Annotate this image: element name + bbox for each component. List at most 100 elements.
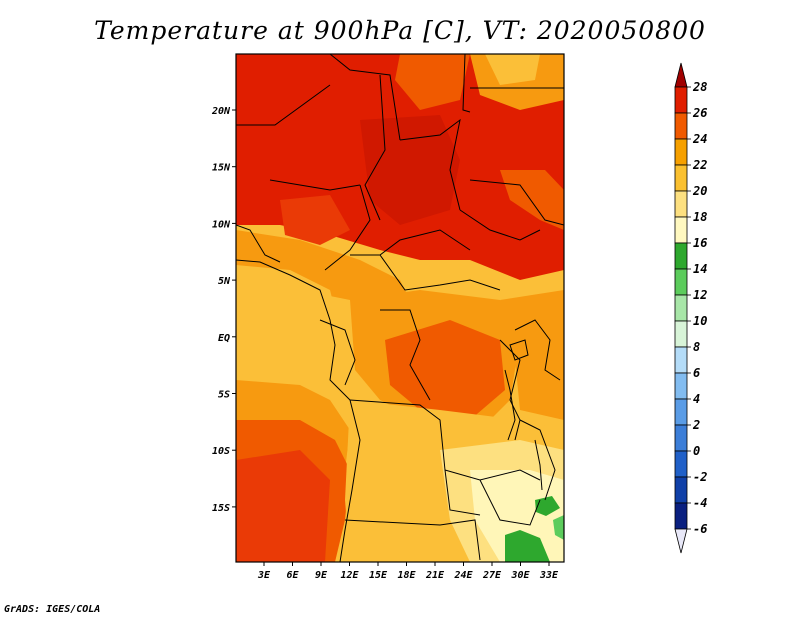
border-zimbabwe [479,479,541,526]
colorbar-level-label: 24 [692,132,707,146]
field-egypt-cool [485,54,540,85]
lake-victoria [509,339,529,361]
map-frame [235,53,565,563]
lat-tick-label: EQ [218,333,230,344]
colorbar-bottom-arrow [674,528,688,554]
colorbar-swatch [674,502,688,530]
lat-tick-label: 20N [211,106,231,117]
border-mali-niger [236,84,331,126]
colorbar-swatch [674,242,688,270]
colorbar-swatch [674,138,688,166]
colorbar-swatch [674,450,688,478]
colorbar-swatch [674,346,688,374]
colorbar-level-label: 4 [693,392,700,406]
colorbar-top-arrow [674,62,688,88]
border-libya-egypt [462,54,471,113]
lake-tanganyika [504,369,516,441]
border-sudan-south [459,209,541,241]
field-sw-ocean-hot [236,450,330,562]
colorbar-swatch [674,294,688,322]
field-green-patch-3 [553,515,564,540]
border-east-lakes [514,319,561,381]
colorbar-swatch [674,216,688,244]
lon-tick-label: 24E [453,570,473,581]
colorbar-level-label: 10 [693,314,707,328]
map-title: Temperature at 900hPa [C], VT: 202005080… [94,16,706,45]
colorbar-level-label: -2 [693,470,707,484]
border-car-drc [379,254,501,291]
lat-tick-label: 15N [212,163,231,174]
lon-tick-label: 9E [315,570,328,581]
field-congo-hot [385,320,505,420]
colorbar-level-label: 20 [692,184,707,198]
colorbar-swatch [674,112,688,140]
longitude-axis: 3E 6E 9E 12E 15E 18E 21E 24E 27E 30E 33E [257,562,559,581]
coastline-gulf [236,259,361,562]
lake-malawi [534,439,543,491]
colorbar-level-label: 6 [693,366,700,380]
lon-tick-label: 12E [340,570,359,581]
lon-tick-label: 3E [257,570,271,581]
field-nigeria-warm [280,195,350,245]
lon-tick-label: 6E [286,570,299,581]
lon-tick-label: 30E [510,570,530,581]
border-nigeria-north [269,179,361,191]
grads-credit: GrADS: IGES/COLA [4,604,101,615]
colorbar-swatch [674,398,688,426]
map-panel: 3E 6E 9E 12E 15E 18E 21E 24E 27E 30E 33E 20N 15N 10N… [211,53,565,581]
colorbar-swatch [674,164,688,192]
border-mozambique [519,419,556,501]
colorbar-level-label: 18 [693,210,707,224]
colorbar-level-label: 22 [692,158,707,172]
field-green-patch-2 [535,496,560,516]
colorbar-swatch [674,86,688,114]
colorbar-level-label: -4 [693,496,707,510]
lat-tick-label: 5S [218,390,230,401]
colorbar-swatch [674,190,688,218]
lat-tick-label: 15S [212,503,230,514]
field-green-patch-1 [505,530,550,562]
border-gabon-congo [319,319,356,386]
colorbar-level-label: 14 [693,262,707,276]
colorbar-level-label: 26 [692,106,707,120]
colorbar-swatch [674,372,688,400]
border-angola-namibia [344,519,481,561]
border-botswana [444,469,481,516]
border-angola-drc [349,399,446,471]
border-west-coast [236,224,281,263]
border-ethiopia [469,179,564,226]
lat-tick-label: 5N [218,276,231,287]
colorbar-swatch [674,424,688,452]
field-east-warm [500,290,564,420]
colorbar-level-label: 2 [692,418,700,432]
lon-tick-label: 21E [425,570,445,581]
border-zambia [444,469,541,481]
colorbar-level-label: 16 [693,236,707,250]
lat-tick-label: 10S [212,446,230,457]
colorbar-level-label: 28 [692,80,707,94]
temperature-field [236,54,564,562]
border-chad-sudan [399,118,461,211]
colorbar-swatch [674,268,688,296]
border-tanzania [499,339,521,441]
country-borders [236,54,564,562]
colorbar-level-label: 12 [693,288,707,302]
lat-tick-label: 10N [212,219,231,230]
border-nigeria-east [324,184,371,271]
lon-tick-label: 33E [539,570,559,581]
colorbar-level-label: -6 [693,522,707,536]
border-algeria-libya [329,54,401,141]
latitude-axis: 20N 15N 10N 5N EQ 5S 10S 15S [211,106,236,514]
lon-tick-label: 27E [482,570,502,581]
colorbar-level-label: 0 [693,444,700,458]
field-libya-warm [395,54,470,110]
colorbar-swatch [674,320,688,348]
colorbar-swatch [674,476,688,504]
field-gulf-cool [236,265,340,375]
lon-tick-label: 15E [369,570,388,581]
border-cameroon-car [350,229,471,256]
border-niger-chad [364,74,386,221]
field-plateau-cooler [470,470,564,562]
